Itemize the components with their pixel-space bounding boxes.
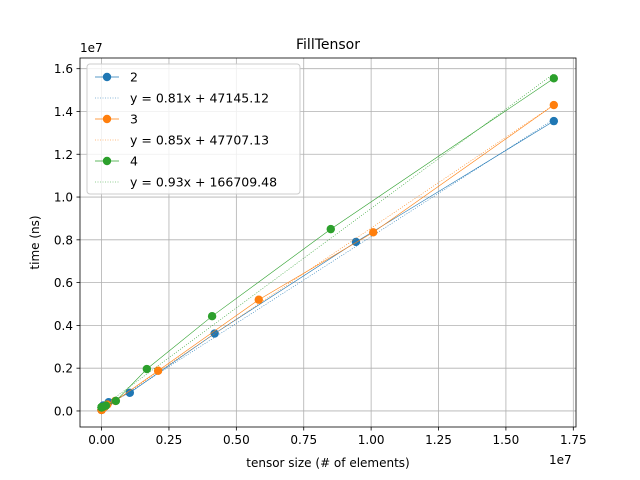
fit-line-2 (101, 118, 554, 411)
legend-box (86, 63, 301, 195)
data-point (142, 364, 152, 374)
data-point (207, 311, 217, 321)
y-tick-label: 0.0 (54, 404, 73, 418)
x-tick-label: 1.75 (560, 433, 587, 447)
x-tick-label: 0.00 (88, 433, 115, 447)
y-tick-label: 1.2 (54, 148, 73, 162)
legend-entries: 2 y = 0.81x + 47145.12 3 y = 0.85x + 47707.… (95, 70, 277, 190)
y-tick-label: 1.6 (54, 62, 73, 76)
plot-frame (79, 57, 577, 428)
data-point (101, 401, 111, 410)
data-point (326, 224, 335, 234)
y-offset-label: 1e7 (80, 41, 103, 55)
x-offset-label: 1e7 (549, 453, 572, 467)
legend-fit-label-3: y = 0.85x + 47707.13 (130, 133, 269, 148)
x-tick-label: 1.00 (358, 433, 385, 447)
legend-fit-label-4: y = 0.93x + 166709.48 (130, 175, 277, 190)
chart-title: FillTensor (296, 37, 360, 53)
legend-marker-3 (102, 114, 112, 124)
y-tick-label: 0.8 (54, 233, 73, 247)
data-point (351, 237, 361, 247)
series-layer (97, 73, 559, 415)
legend: 2 y = 0.81x + 47145.12 3 y = 0.85x + 47707.… (86, 63, 301, 195)
data-point (549, 100, 559, 110)
series-4 (97, 73, 559, 412)
data-point (549, 74, 559, 83)
legend-label-4: 4 (130, 154, 138, 169)
data-point (153, 366, 163, 375)
data-point (369, 228, 378, 237)
x-tick-label: 0.50 (223, 433, 250, 447)
x-tick-label: 0.25 (156, 433, 183, 447)
fit-line-3 (101, 104, 554, 411)
x-axis-title: tensor size (# of elements) (246, 456, 409, 470)
y-tick-label: 0.6 (54, 276, 73, 290)
data-point (254, 295, 263, 304)
y-axis-title: time (ns) (28, 215, 42, 269)
legend-fit-label-2: y = 0.81x + 47145.12 (130, 91, 269, 106)
x-tick-label: 1.25 (425, 433, 452, 447)
tick-layer: 0.00 0.25 0.50 0.75 1.00 1.25 1.50 1.75 0.0 0.2 0.… (54, 62, 587, 447)
data-point (125, 388, 135, 397)
legend-label-3: 3 (130, 112, 138, 127)
y-tick-label: 0.2 (54, 362, 73, 376)
data-point (111, 396, 121, 406)
y-tick-label: 1.4 (54, 105, 73, 119)
data-point (210, 329, 219, 338)
y-tick-label: 0.4 (54, 319, 73, 333)
x-tick-label: 0.75 (290, 433, 317, 447)
legend-marker-4 (102, 156, 112, 166)
x-tick-label: 1.50 (493, 433, 520, 447)
data-point (549, 116, 559, 126)
legend-marker-2 (102, 72, 112, 82)
legend-label-2: 2 (130, 70, 138, 85)
y-tick-label: 1.0 (54, 191, 73, 205)
